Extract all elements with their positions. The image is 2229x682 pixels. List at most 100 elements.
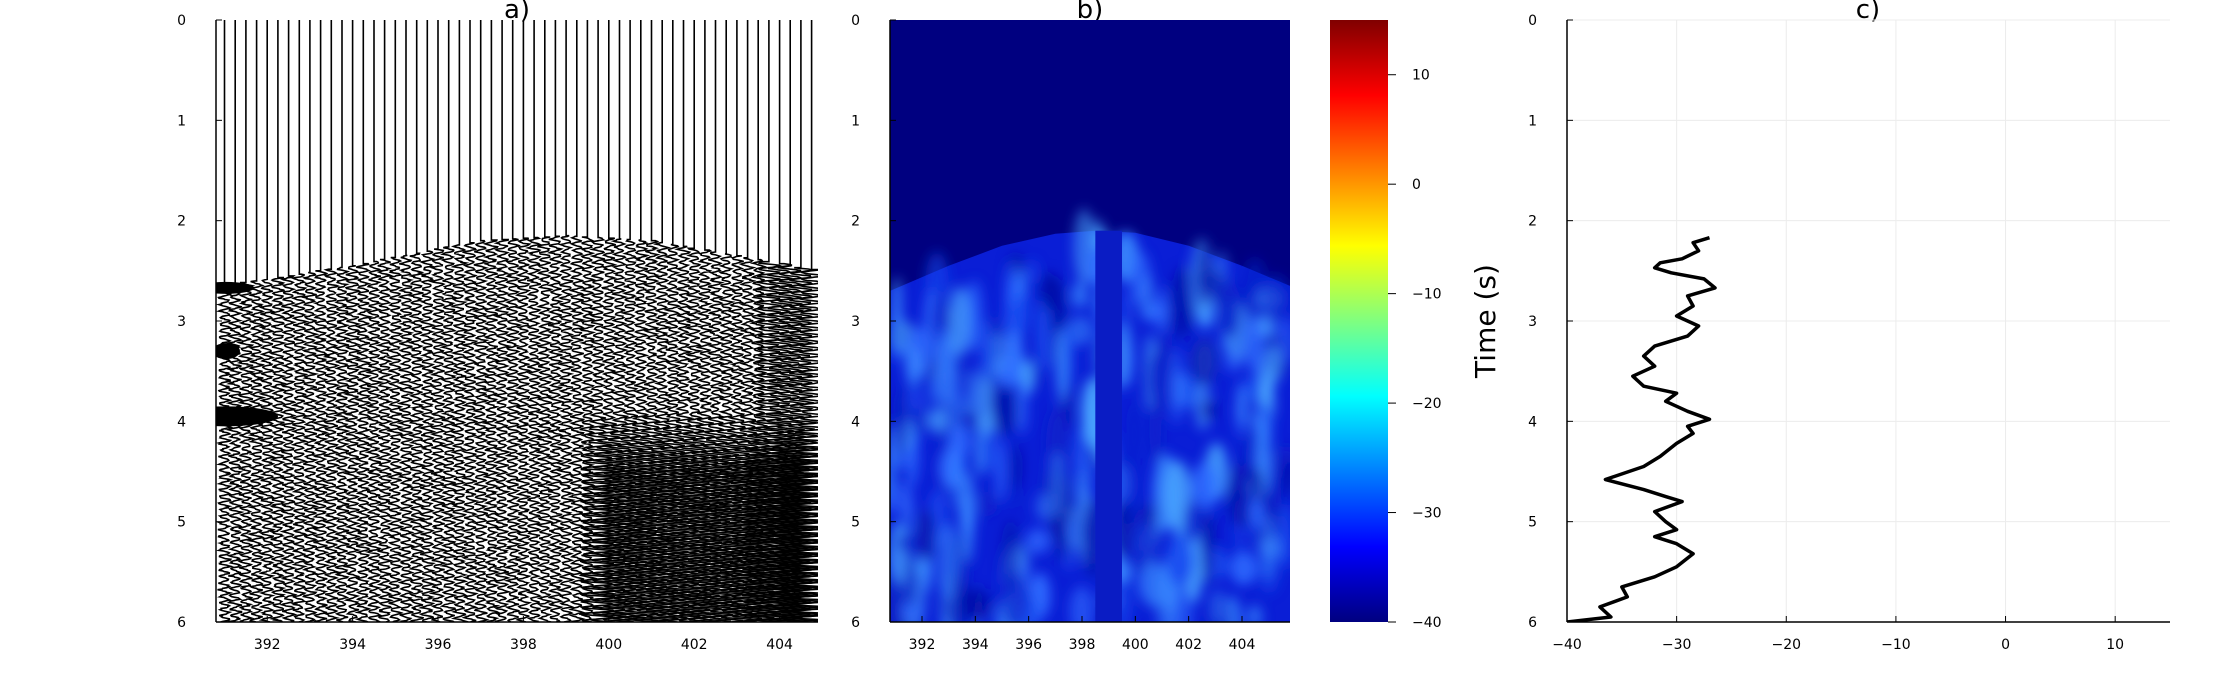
heatmap-cell [936, 335, 957, 408]
panel-b-ytick-label: 1 [851, 113, 860, 129]
panel-c-series [1567, 236, 1717, 622]
heatmap-cell [1236, 386, 1247, 427]
panel-a-xtick-label: 402 [681, 637, 708, 653]
panel-c-ylabel: Time (s) [1469, 264, 1502, 379]
panel-b-axes: 0 1 2 3 4 5 6 392 394 396 398 400 402 404 [851, 13, 1290, 653]
panel-c: c) Time (s) 0 1 2 3 4 5 6 −40 −30 −20 −10 0 10 [1469, 0, 2170, 653]
heatmap-cell [978, 362, 995, 436]
heatmap-cell [1001, 570, 1029, 622]
panel-a: a) 0 1 2 3 4 5 6 392 394 396 398 400 402 404 [177, 0, 818, 653]
heatmap-cell [1250, 496, 1264, 531]
panel-b-xtick-label: 392 [909, 637, 936, 653]
heatmap-cell [1197, 241, 1211, 308]
heatmap-cell [1170, 267, 1195, 339]
trace [311, 20, 331, 622]
trace [535, 20, 555, 622]
trace [354, 20, 374, 622]
series-line [1567, 236, 1717, 622]
colorbar-gradient [1330, 20, 1388, 622]
heatmap-cell [1027, 259, 1038, 284]
trace [674, 20, 715, 622]
heatmap-cell [1054, 531, 1072, 561]
trace [417, 20, 437, 622]
heatmap-cell [1263, 344, 1282, 385]
trace [257, 20, 277, 622]
panel-a-ytick-label: 4 [177, 414, 186, 430]
heatmap-cell [905, 345, 922, 387]
heatmap-cell [1016, 379, 1028, 435]
heatmap-cell [961, 588, 989, 622]
trace [396, 20, 416, 622]
heatmap-cell [1140, 504, 1157, 526]
colorbar-tick-label: 10 [1412, 68, 1430, 84]
panel-c-xtick-label: −20 [1771, 637, 1801, 653]
panel-b-xtick-label: 396 [1015, 637, 1042, 653]
trace [503, 20, 523, 622]
heatmap-cell [896, 386, 906, 459]
heatmap-cell [927, 407, 948, 433]
panel-c-ytick-label: 0 [1528, 13, 1537, 29]
heatmap-cell [1219, 281, 1241, 340]
trace [332, 20, 351, 622]
panel-c-title: c) [1856, 0, 1880, 25]
panel-a-xtick-label: 396 [425, 637, 452, 653]
trace [683, 20, 725, 622]
trace [268, 20, 288, 622]
heatmap-cell [959, 409, 980, 431]
panel-c-ytick-label: 6 [1528, 615, 1537, 631]
trace [707, 20, 746, 622]
trace [620, 20, 660, 622]
heatmap-cell [1169, 348, 1185, 426]
heatmap-cell [1146, 352, 1163, 405]
trace [224, 20, 245, 622]
panel-b-ytick-label: 2 [851, 214, 860, 230]
heatmap-cell [1244, 317, 1264, 372]
heatmap-cell [1190, 462, 1219, 508]
heatmap-cell [918, 508, 935, 562]
panel-c-ytick-label: 3 [1528, 314, 1537, 330]
heatmap-cell [1055, 329, 1068, 404]
heatmap-cell [958, 472, 976, 539]
heatmap-cell [1004, 330, 1021, 386]
heatmap-cell [1209, 589, 1226, 622]
heatmap-cell [992, 385, 1018, 436]
panel-c-ytick-label: 4 [1528, 414, 1537, 430]
panel-a-xtick-label: 400 [595, 637, 622, 653]
heatmap-cell [1005, 262, 1019, 309]
heatmap-cell [1011, 443, 1024, 490]
heatmap-cell [1040, 271, 1058, 311]
heatmap-cell [1129, 399, 1138, 469]
heatmap-cell [1249, 370, 1260, 405]
heatmap-cell [955, 351, 965, 389]
heatmap-cell [904, 553, 916, 608]
trace [754, 20, 806, 622]
trace [460, 20, 480, 622]
colorbar-tick-label: 0 [1412, 177, 1421, 193]
heatmap-cell [892, 277, 902, 326]
heatmap-cell [1249, 467, 1263, 494]
panel-a-ytick-label: 0 [177, 13, 186, 29]
trace [427, 20, 448, 622]
panel-a-xtick-label: 404 [766, 637, 793, 653]
heatmap-cell [1201, 519, 1214, 585]
heatmap-cell [1156, 287, 1168, 335]
trace [578, 20, 598, 622]
trace [545, 20, 566, 622]
panel-c-xtick-label: 10 [2106, 637, 2124, 653]
heatmap-cell [984, 428, 994, 475]
heatmap-cell [1018, 267, 1027, 299]
heatmap-cell [979, 491, 998, 518]
panel-c-xtick-label: −10 [1881, 637, 1911, 653]
panel-b-heatmap [890, 20, 1290, 622]
panel-c-ytick-label: 5 [1528, 515, 1537, 531]
heatmap-cell [890, 575, 906, 622]
panel-a-ytick-label: 1 [177, 113, 186, 129]
heatmap-cell [1246, 604, 1263, 622]
trace-event [216, 343, 240, 360]
trace [279, 20, 298, 622]
heatmap-cell [1069, 586, 1094, 622]
panel-c-axes: 0 1 2 3 4 5 6 −40 −30 −20 −10 0 10 [1528, 13, 2170, 653]
trace [216, 20, 235, 622]
panel-b-ytick-label: 4 [851, 414, 860, 430]
